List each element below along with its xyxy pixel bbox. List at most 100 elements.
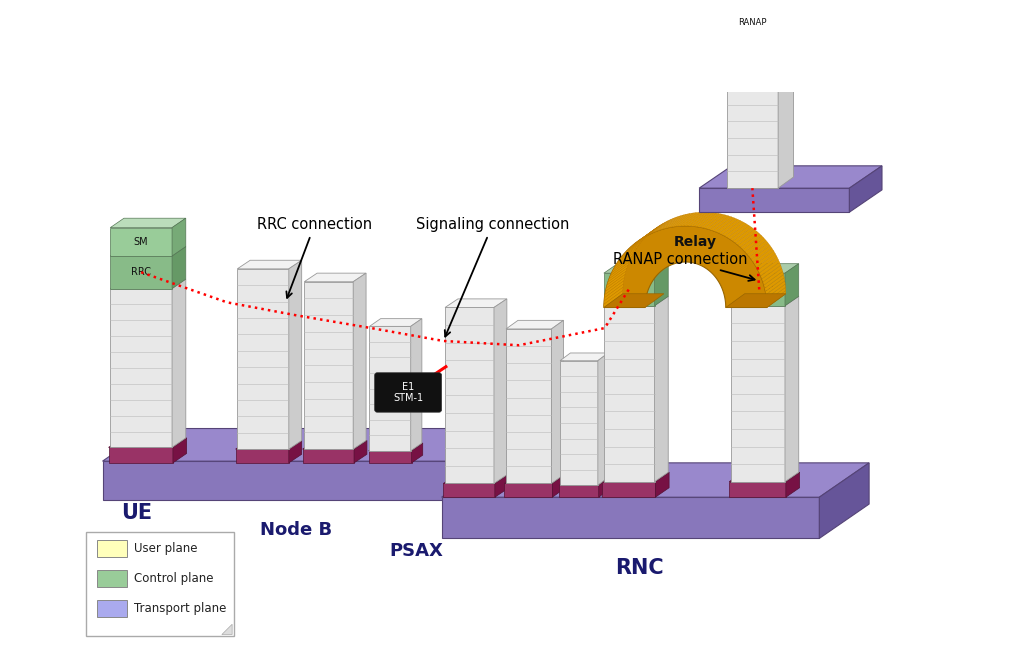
Polygon shape — [749, 242, 770, 259]
Polygon shape — [735, 229, 757, 245]
Polygon shape — [641, 224, 663, 239]
Text: User plane: User plane — [134, 542, 198, 555]
Polygon shape — [559, 485, 599, 497]
Polygon shape — [111, 256, 172, 289]
Polygon shape — [655, 473, 669, 497]
Polygon shape — [713, 217, 734, 231]
Polygon shape — [727, 224, 749, 239]
Polygon shape — [111, 279, 185, 289]
Polygon shape — [445, 299, 507, 307]
Polygon shape — [495, 475, 508, 497]
Polygon shape — [649, 219, 671, 234]
Polygon shape — [751, 245, 772, 262]
Polygon shape — [655, 217, 677, 231]
Polygon shape — [604, 287, 623, 304]
Polygon shape — [726, 294, 785, 307]
Polygon shape — [111, 218, 185, 227]
Polygon shape — [727, 0, 778, 7]
Polygon shape — [354, 441, 367, 463]
Polygon shape — [654, 264, 669, 306]
Polygon shape — [681, 212, 702, 226]
Polygon shape — [609, 262, 629, 279]
Polygon shape — [744, 238, 766, 254]
Polygon shape — [604, 273, 654, 306]
Polygon shape — [611, 256, 632, 273]
Polygon shape — [614, 251, 635, 267]
FancyBboxPatch shape — [375, 372, 441, 412]
Polygon shape — [369, 443, 423, 451]
Polygon shape — [304, 281, 353, 449]
Polygon shape — [785, 473, 800, 497]
Polygon shape — [620, 242, 641, 259]
Polygon shape — [732, 227, 754, 243]
Text: Transport plane: Transport plane — [134, 603, 226, 616]
Polygon shape — [766, 284, 785, 301]
Polygon shape — [761, 262, 780, 279]
Polygon shape — [727, 7, 778, 38]
FancyBboxPatch shape — [86, 532, 233, 636]
Polygon shape — [759, 259, 779, 276]
Polygon shape — [764, 271, 783, 288]
Polygon shape — [172, 218, 185, 256]
Polygon shape — [626, 235, 647, 252]
Polygon shape — [687, 212, 710, 226]
Polygon shape — [849, 166, 882, 212]
Polygon shape — [674, 213, 696, 227]
Polygon shape — [727, 0, 794, 7]
Text: RANAP: RANAP — [738, 18, 767, 27]
Polygon shape — [729, 473, 800, 482]
Polygon shape — [605, 278, 625, 294]
Polygon shape — [559, 478, 609, 485]
FancyBboxPatch shape — [96, 540, 127, 557]
FancyBboxPatch shape — [96, 570, 127, 588]
Polygon shape — [778, 27, 794, 188]
Polygon shape — [111, 246, 185, 256]
Text: RNC: RNC — [614, 558, 664, 578]
Polygon shape — [684, 212, 706, 226]
Polygon shape — [703, 214, 725, 229]
Polygon shape — [102, 461, 557, 500]
Polygon shape — [742, 235, 764, 252]
Polygon shape — [757, 254, 777, 270]
Polygon shape — [707, 215, 728, 229]
Polygon shape — [441, 497, 819, 538]
Polygon shape — [173, 438, 186, 463]
Text: UE: UE — [121, 502, 153, 523]
Polygon shape — [778, 0, 794, 7]
Polygon shape — [504, 475, 564, 484]
Text: RRC: RRC — [620, 285, 639, 294]
Polygon shape — [443, 475, 508, 484]
Polygon shape — [289, 441, 302, 463]
Polygon shape — [638, 226, 659, 241]
Polygon shape — [758, 256, 778, 273]
Polygon shape — [731, 264, 799, 273]
Polygon shape — [700, 213, 722, 228]
Polygon shape — [785, 296, 799, 482]
Polygon shape — [109, 438, 186, 447]
Polygon shape — [762, 265, 781, 282]
Polygon shape — [766, 281, 785, 298]
Polygon shape — [443, 484, 495, 497]
Polygon shape — [412, 443, 423, 463]
Polygon shape — [690, 213, 713, 226]
Text: Relay: Relay — [674, 235, 717, 249]
Polygon shape — [238, 269, 289, 449]
Polygon shape — [731, 296, 799, 306]
Polygon shape — [370, 326, 411, 451]
Polygon shape — [729, 482, 785, 497]
Polygon shape — [607, 268, 627, 285]
Polygon shape — [604, 291, 623, 307]
Polygon shape — [765, 278, 784, 294]
Polygon shape — [658, 216, 680, 231]
FancyBboxPatch shape — [96, 600, 127, 618]
Polygon shape — [710, 216, 731, 231]
Polygon shape — [604, 296, 669, 306]
Polygon shape — [560, 361, 598, 485]
Polygon shape — [696, 213, 719, 228]
Polygon shape — [353, 273, 366, 449]
Polygon shape — [560, 353, 608, 361]
Polygon shape — [441, 463, 869, 497]
Polygon shape — [731, 273, 785, 306]
Polygon shape — [722, 220, 743, 236]
Polygon shape — [617, 245, 639, 262]
